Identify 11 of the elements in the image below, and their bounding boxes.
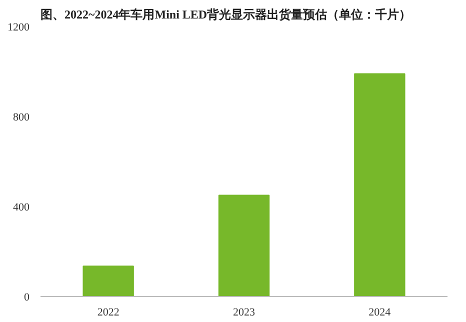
y-tick-label: 0: [24, 292, 30, 304]
bar: [82, 266, 134, 296]
x-tick-label: 2022: [97, 306, 120, 318]
y-tick-label: 800: [13, 112, 30, 124]
y-tick-label: 1200: [8, 22, 30, 34]
bar: [218, 194, 270, 296]
bar: [354, 73, 406, 296]
chart-title: 图、2022~2024年车用Mini LED背光显示器出货量预估（单位：千片）: [40, 8, 412, 22]
y-tick-label: 400: [13, 202, 30, 214]
x-tick-label: 2024: [368, 306, 392, 318]
x-tick-label: 2023: [233, 306, 256, 318]
